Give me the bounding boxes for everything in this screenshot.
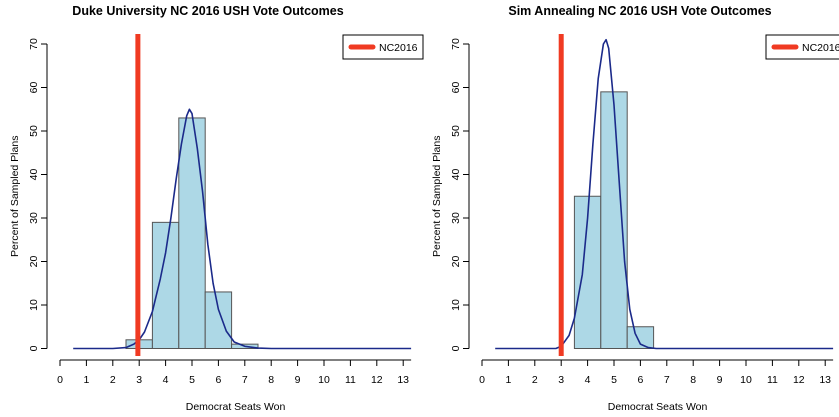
y-tick-label: 20 <box>28 256 40 268</box>
x-tick-label: 7 <box>242 374 248 386</box>
x-tick-label: 2 <box>110 374 116 386</box>
y-tick-label: 60 <box>28 82 40 94</box>
y-axis-title: Percent of Sampled Plans <box>431 136 443 257</box>
y-tick-label: 40 <box>28 169 40 181</box>
x-tick-label: 10 <box>740 374 752 386</box>
x-tick-label: 3 <box>136 374 142 386</box>
x-tick-label: 2 <box>532 374 538 386</box>
histogram-bar <box>600 91 628 349</box>
y-tick-label: 20 <box>450 256 462 268</box>
x-tick-label: 5 <box>611 374 617 386</box>
chart-title: Sim Annealing NC 2016 USH Vote Outcomes <box>508 4 771 18</box>
x-tick-label: 8 <box>690 374 696 386</box>
legend-label: NC2016 <box>802 42 839 54</box>
x-tick-label: 6 <box>215 374 221 386</box>
y-tick-label: 60 <box>450 82 462 94</box>
histogram-bar <box>626 326 655 349</box>
x-tick-label: 8 <box>268 374 274 386</box>
histogram-bar <box>151 221 180 350</box>
x-tick-label: 13 <box>819 374 831 386</box>
x-tick-label: 1 <box>83 374 89 386</box>
x-tick-label: 13 <box>397 374 409 386</box>
y-tick-label: 30 <box>28 212 40 224</box>
legend-label: NC2016 <box>379 42 418 54</box>
x-axis-title: Democrat Seats Won <box>608 401 708 413</box>
x-tick-label: 12 <box>793 374 805 386</box>
y-tick-label: 0 <box>28 345 40 351</box>
x-tick-label: 10 <box>318 374 330 386</box>
x-tick-label: 12 <box>371 374 383 386</box>
y-tick-label: 0 <box>450 345 462 351</box>
chart-sim-annealing: Sim Annealing NC 2016 USH Vote Outcomes … <box>431 4 839 413</box>
chart-duke: Duke University NC 2016 USH Vote Outcome… <box>9 4 424 413</box>
x-tick-label: 9 <box>717 374 723 386</box>
x-tick-label: 11 <box>345 374 356 386</box>
x-tick-label: 5 <box>189 374 195 386</box>
density-curve <box>73 108 412 350</box>
y-tick-label: 70 <box>450 38 462 50</box>
x-tick-label: 9 <box>295 374 301 386</box>
x-tick-label: 6 <box>637 374 643 386</box>
x-tick-label: 1 <box>505 374 511 386</box>
x-tick-label: 0 <box>479 374 485 386</box>
x-axis-title: Democrat Seats Won <box>186 401 286 413</box>
y-tick-label: 10 <box>28 299 40 311</box>
x-tick-label: 4 <box>163 374 169 386</box>
y-tick-label: 50 <box>28 125 40 137</box>
x-tick-label: 3 <box>558 374 564 386</box>
y-tick-label: 50 <box>450 125 462 137</box>
histogram-bar <box>178 117 206 349</box>
chart-title: Duke University NC 2016 USH Vote Outcome… <box>72 4 343 18</box>
x-tick-label: 11 <box>767 374 778 386</box>
histogram-bar <box>204 291 233 350</box>
x-tick-label: 4 <box>585 374 591 386</box>
density-curve <box>495 38 834 350</box>
y-tick-label: 70 <box>28 38 40 50</box>
x-tick-label: 7 <box>664 374 670 386</box>
y-axis-title: Percent of Sampled Plans <box>9 136 21 257</box>
y-tick-label: 40 <box>450 169 462 181</box>
y-tick-label: 10 <box>450 299 462 311</box>
y-tick-label: 30 <box>450 212 462 224</box>
x-tick-label: 0 <box>57 374 63 386</box>
